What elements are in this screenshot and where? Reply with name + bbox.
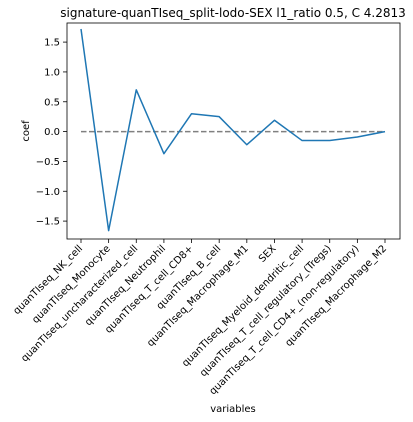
y-tick-label: 0.0 xyxy=(44,127,60,138)
series-layer xyxy=(80,28,386,232)
x-axis-title: variables xyxy=(210,404,256,415)
y-tick-label: −1.0 xyxy=(36,187,60,198)
y-axis: −1.5 −1.0 −0.5 0.0 0.5 1.0 1.5 xyxy=(36,38,67,228)
y-tick-label: −0.5 xyxy=(36,157,60,168)
x-tick-label: quanTIseq_uncharacterized_cell xyxy=(19,243,140,364)
y-tick-label: 1.5 xyxy=(44,38,60,49)
plot-area-frame xyxy=(66,22,401,240)
chart-title: signature-quanTIseq_split-lodo-SEX l1_ra… xyxy=(60,6,406,20)
y-tick-label: 0.5 xyxy=(44,97,60,108)
y-tick-label: 1.0 xyxy=(44,67,60,78)
x-axis: quanTIseq_NK_cellquanTIseq_MonocytequanT… xyxy=(11,239,389,397)
y-axis-title: coef xyxy=(21,120,32,142)
x-tick-label: SEX xyxy=(257,243,279,265)
x-tick-label: quanTIseq_Macrophage_M2 xyxy=(283,243,389,349)
y-tick-label: −1.5 xyxy=(36,217,60,228)
coef-series-line xyxy=(80,28,386,232)
